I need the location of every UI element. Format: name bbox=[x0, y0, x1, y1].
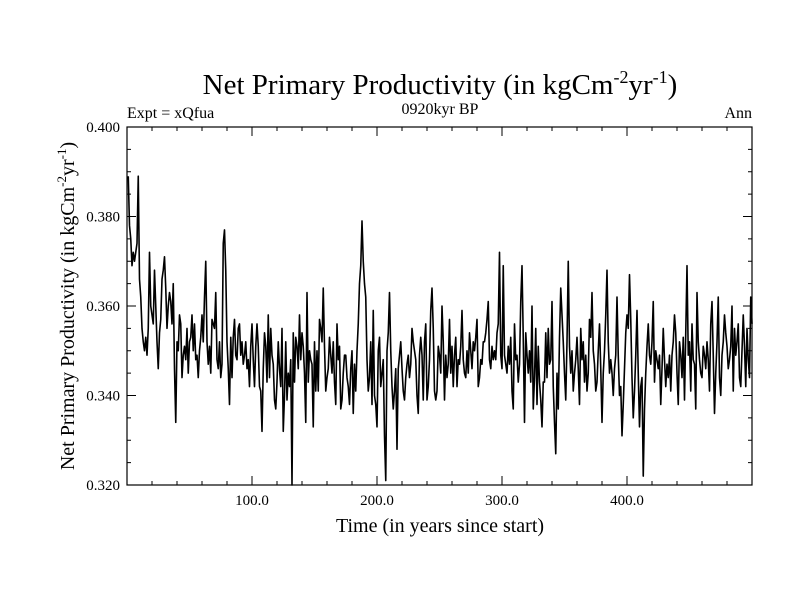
chart-title-sup1: -2 bbox=[613, 67, 628, 87]
y-axis-label-base: Net Primary Productivity (in kgCm bbox=[57, 186, 79, 470]
tick-labels: 0.320 0.340 0.360 0.380 0.400 100.0 200.0 300.0… bbox=[86, 120, 644, 509]
chart-title-mid: yr bbox=[628, 69, 653, 101]
chart-title-sup2: -1 bbox=[653, 67, 668, 87]
x-axis-label: Time (in years since start) bbox=[336, 515, 544, 537]
chart-title-end: ) bbox=[668, 69, 678, 101]
y-axis-label: Net Primary Productivity (in kgCm-2yr-1) bbox=[54, 142, 79, 470]
y-tick-label: 0.360 bbox=[86, 299, 120, 315]
y-tick-label: 0.340 bbox=[86, 389, 120, 405]
experiment-label: Expt = xQfua bbox=[127, 105, 214, 122]
plot-frame bbox=[126, 126, 753, 486]
x-tick-label: 200.0 bbox=[360, 493, 394, 509]
y-axis-label-mid: yr bbox=[57, 159, 79, 176]
y-tick-label: 0.380 bbox=[86, 210, 120, 226]
y-axis-label-end: ) bbox=[57, 142, 79, 149]
chart-title-base: Net Primary Productivity (in kgCm bbox=[203, 69, 614, 101]
season-label: Ann bbox=[724, 105, 752, 122]
data-series-line bbox=[127, 175, 753, 486]
y-tick-label: 0.400 bbox=[86, 120, 120, 136]
y-tick-label: 0.320 bbox=[86, 478, 120, 494]
y-axis-label-sup1: -2 bbox=[54, 176, 69, 187]
x-tick-label: 400.0 bbox=[610, 493, 644, 509]
x-tick-label: 100.0 bbox=[235, 493, 269, 509]
x-tick-label: 300.0 bbox=[485, 493, 519, 509]
period-label: 0920kyr BP bbox=[402, 101, 479, 118]
chart-title: Net Primary Productivity (in kgCm-2yr-1) bbox=[203, 67, 678, 101]
y-axis-label-sup2: -1 bbox=[54, 149, 69, 160]
axis-ticks bbox=[127, 126, 752, 486]
